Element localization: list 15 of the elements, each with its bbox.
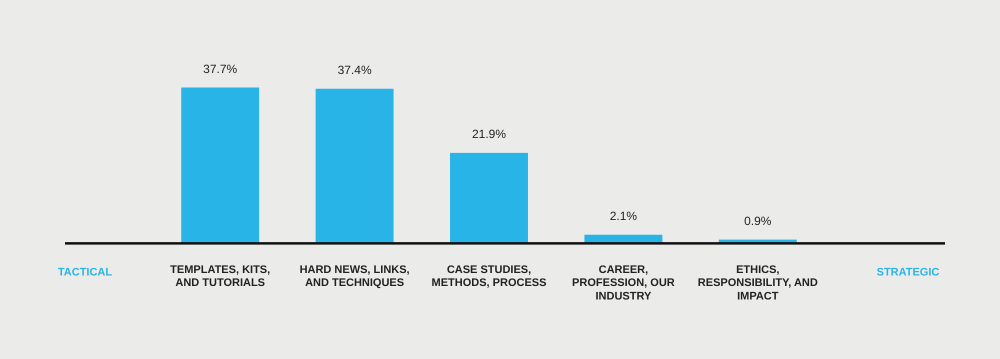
- data-label: 21.9%: [472, 127, 506, 142]
- data-label: 0.9%: [744, 214, 772, 228]
- text: TACTICAL: [58, 266, 112, 278]
- x-tick-label: TEMPLATES, KITS, AND TUTORIALS: [170, 264, 270, 290]
- x-tick-label: HARD NEWS, LINKS, AND TECHNIQUES: [300, 264, 410, 290]
- bar: [181, 88, 260, 244]
- x-tick-label: CASE STUDIES, METHODS, PROCESS: [432, 264, 546, 290]
- x-tick-label: ETHICS, RESPONSIBILITY, AND IMPACT: [698, 264, 818, 302]
- data-label: 2.1%: [610, 209, 638, 224]
- data-label: 37.4%: [338, 63, 372, 78]
- bar: [450, 152, 528, 244]
- x-tick-label: CAREER, PROFESSION, OUR INDUSTRY: [572, 264, 675, 302]
- text: STRATEGIC: [876, 266, 940, 278]
- bar: [316, 88, 394, 244]
- data-label: 37.7%: [203, 62, 238, 76]
